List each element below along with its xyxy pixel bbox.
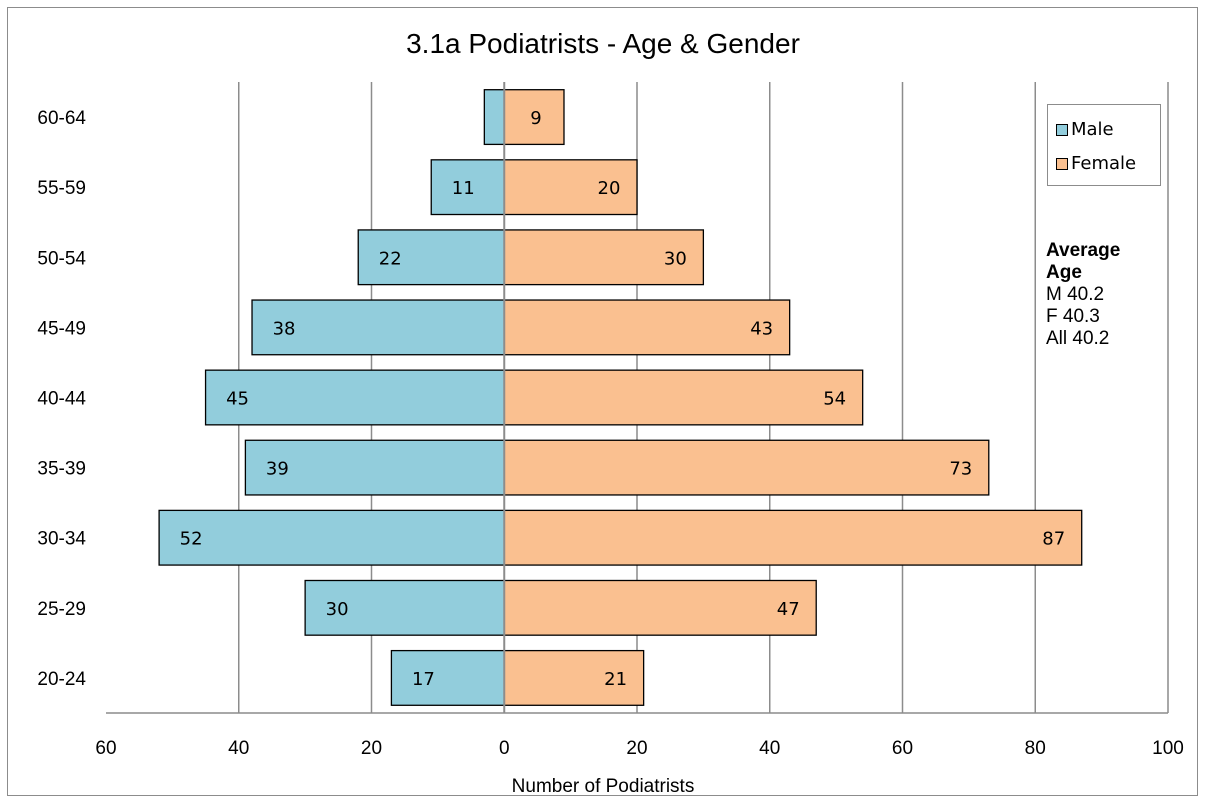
bar-female-35-39 — [503, 439, 990, 496]
bar-female-20-24 — [503, 649, 645, 706]
average-age-heading-1: Average — [1046, 240, 1121, 261]
data-label-female-20-24: 21 — [604, 669, 627, 690]
average-age-annotation: Average Age M 40.2 F 40.3 All 40.2 — [1046, 240, 1120, 350]
data-label-male-40-44: 45 — [226, 389, 249, 410]
x-tick-label-8: 100 — [1152, 738, 1184, 759]
bar-female-60-64 — [503, 89, 565, 146]
data-label-female-55-59: 20 — [598, 178, 621, 199]
category-label-55-59: 55-59 — [37, 178, 86, 199]
average-age-all: All 40.2 — [1046, 328, 1110, 349]
data-label-female-40-44: 54 — [823, 389, 846, 410]
category-label-60-64: 60-64 — [37, 108, 86, 129]
data-label-male-55-59: 11 — [452, 178, 475, 199]
legend-item-male: Male — [1056, 119, 1114, 140]
category-label-35-39: 35-39 — [37, 459, 86, 480]
data-label-male-50-54: 22 — [379, 248, 402, 269]
data-label-female-35-39: 73 — [949, 459, 972, 480]
data-label-male-30-34: 52 — [180, 529, 203, 550]
data-label-female-25-29: 47 — [777, 599, 800, 620]
x-tick-label-3: 0 — [499, 738, 510, 759]
category-label-45-49: 45-49 — [37, 318, 86, 339]
average-age-heading-2: Age — [1046, 262, 1082, 283]
data-label-male-45-49: 38 — [273, 318, 296, 339]
bar-male-45-49 — [251, 299, 505, 356]
x-tick-label-4: 20 — [626, 738, 647, 759]
category-label-40-44: 40-44 — [37, 389, 86, 410]
bar-male-40-44 — [204, 369, 505, 426]
data-label-male-20-24: 17 — [412, 669, 435, 690]
bar-female-30-34 — [503, 509, 1083, 566]
x-tick-label-0: 60 — [95, 738, 116, 759]
x-axis-title: Number of Podiatrists — [511, 776, 695, 797]
data-label-male-25-29: 30 — [326, 599, 349, 620]
category-label-25-29: 25-29 — [37, 599, 86, 620]
legend: Male Female — [1047, 104, 1161, 186]
data-label-female-45-49: 43 — [750, 318, 773, 339]
legend-item-female: Female — [1056, 153, 1136, 174]
x-tick-label-2: 20 — [361, 738, 382, 759]
data-label-male-35-39: 39 — [266, 459, 289, 480]
bar-male-20-24 — [390, 649, 505, 706]
data-label-female-50-54: 30 — [664, 248, 687, 269]
x-tick-label-1: 40 — [228, 738, 249, 759]
bar-female-40-44 — [503, 369, 864, 426]
bar-female-45-49 — [503, 299, 791, 356]
x-tick-label-5: 40 — [759, 738, 780, 759]
bar-male-60-64 — [483, 89, 505, 146]
data-label-female-60-64: 9 — [530, 108, 541, 129]
category-label-20-24: 20-24 — [37, 669, 86, 690]
legend-swatch-male — [1056, 123, 1068, 136]
data-label-female-30-34: 87 — [1042, 529, 1065, 550]
bar-male-35-39 — [244, 439, 505, 496]
x-tick-label-7: 80 — [1025, 738, 1046, 759]
legend-swatch-female — [1056, 157, 1068, 170]
bar-female-25-29 — [503, 579, 817, 636]
category-label-50-54: 50-54 — [37, 248, 86, 269]
bar-female-50-54 — [503, 229, 705, 286]
bar-male-30-34 — [158, 509, 505, 566]
legend-label-male: Male — [1071, 119, 1114, 140]
category-label-30-34: 30-34 — [37, 529, 86, 550]
chart-title: 3.1a Podiatrists - Age & Gender — [406, 28, 800, 59]
average-age-male: M 40.2 — [1046, 284, 1105, 305]
bar-male-25-29 — [304, 579, 505, 636]
legend-label-female: Female — [1071, 153, 1137, 174]
average-age-female: F 40.3 — [1046, 306, 1100, 327]
x-tick-label-6: 60 — [892, 738, 913, 759]
bar-female-55-59 — [503, 159, 638, 216]
